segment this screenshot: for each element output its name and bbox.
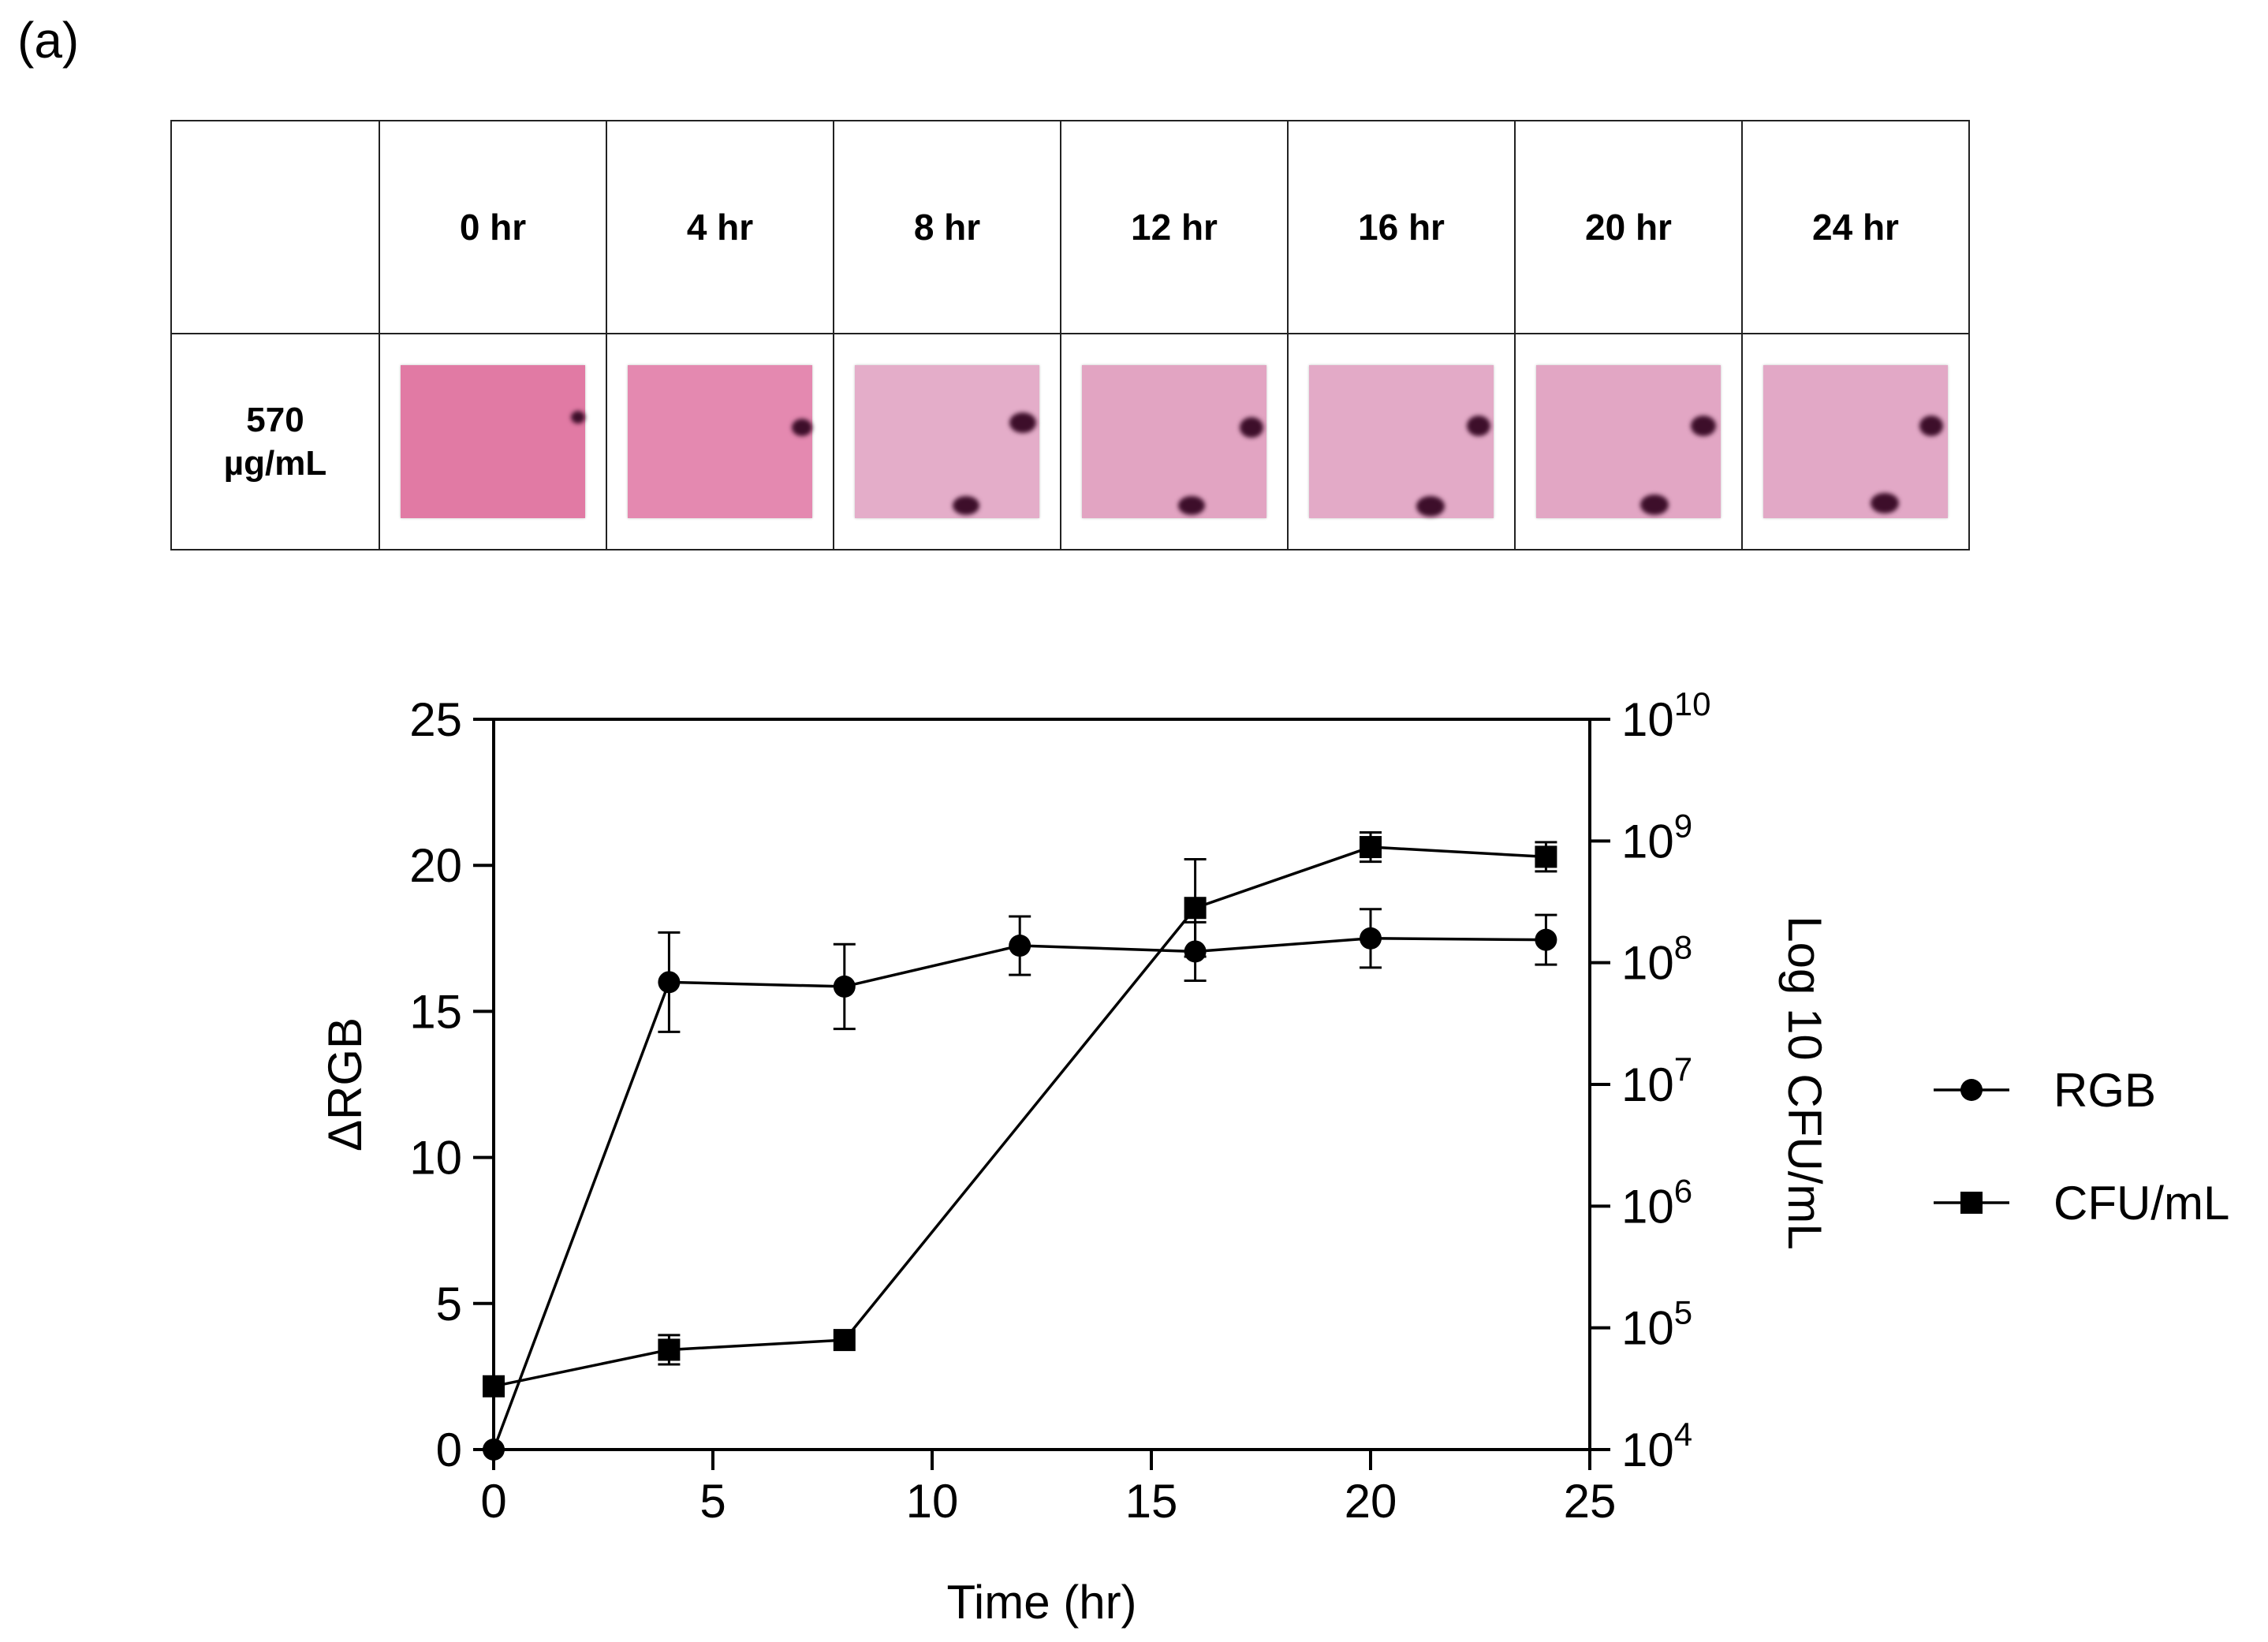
y-right-tick-label: 104	[1621, 1416, 1692, 1476]
swatch-cell-12hr	[1060, 333, 1289, 550]
x-tick-label: 0	[480, 1475, 506, 1528]
legend-rgb-marker	[1960, 1079, 1983, 1101]
time-label-8hr: 8 hr	[833, 120, 1061, 334]
y-right-tick-label: 1010	[1621, 685, 1710, 746]
y-left-tick-label: 0	[436, 1424, 462, 1476]
swatch-cell-20hr	[1514, 333, 1743, 550]
y-right-tick-label: 107	[1621, 1051, 1692, 1111]
cfu-point	[1360, 836, 1382, 859]
y-left-tick-label: 10	[409, 1132, 462, 1185]
cfu-series-line	[493, 845, 1546, 1388]
time-header-row: 0 hr 4 hr 8 hr 12 hr 16 hr 20 hr 24 hr	[170, 120, 1970, 334]
concentration-label: 570 µg/mL	[223, 401, 327, 483]
x-tick-label: 5	[699, 1475, 726, 1528]
legend: RGB CFU/mL	[1934, 1064, 2229, 1230]
swatch-0hr	[401, 365, 585, 518]
swatch-cell-4hr	[606, 333, 834, 550]
corner-cell	[170, 120, 380, 334]
x-axis-label: Time (hr)	[946, 1576, 1136, 1629]
time-label-16hr: 16 hr	[1287, 120, 1516, 334]
swatch-20hr	[1536, 365, 1721, 518]
concentration-cell: 570 µg/mL	[170, 333, 380, 550]
rgb-point	[483, 1439, 505, 1461]
x-tick-label: 15	[1125, 1475, 1178, 1528]
rgb-point	[1009, 935, 1031, 957]
swatch-row: 570 µg/mL	[170, 333, 1970, 550]
y-left-tick-label: 5	[436, 1278, 462, 1330]
y-right-tick-label: 105	[1621, 1294, 1692, 1355]
swatch-16hr	[1309, 365, 1494, 518]
legend-cfu-label: CFU/mL	[2054, 1177, 2229, 1230]
cfu-point	[1184, 897, 1207, 920]
cfu-point	[483, 1375, 505, 1398]
legend-cfu-marker	[1960, 1192, 1983, 1214]
panel-label: (a)	[17, 12, 80, 69]
y-left-tick-label: 15	[409, 985, 462, 1038]
rgb-point	[658, 971, 681, 994]
x-tick-label: 20	[1345, 1475, 1397, 1528]
time-label-12hr: 12 hr	[1060, 120, 1289, 334]
swatch-24hr	[1763, 365, 1948, 518]
rgb-point	[1360, 927, 1382, 950]
swatch-cell-16hr	[1287, 333, 1516, 550]
swatch-8hr	[855, 365, 1039, 518]
y-right-axis-label: Log 10 CFU/mL	[1778, 916, 1831, 1250]
swatch-4hr	[628, 365, 812, 518]
legend-rgb-label: RGB	[2054, 1064, 2156, 1117]
y-right-tick-label: 109	[1621, 807, 1692, 868]
y-right-tick-label: 108	[1621, 929, 1692, 990]
cfu-point	[1535, 845, 1557, 868]
time-label-0hr: 0 hr	[379, 120, 607, 334]
colorimetric-strip-table: 0 hr 4 hr 8 hr 12 hr 16 hr 20 hr 24 hr 5…	[170, 120, 1970, 550]
rgb-point	[833, 975, 856, 998]
swatch-12hr	[1082, 365, 1266, 518]
swatch-cell-24hr	[1741, 333, 1970, 550]
y-right-tick-label: 106	[1621, 1172, 1692, 1233]
cfu-point	[658, 1338, 681, 1361]
rgb-point	[1535, 928, 1557, 951]
y-left-tick-label: 20	[409, 839, 462, 892]
swatch-cell-8hr	[833, 333, 1061, 550]
time-label-4hr: 4 hr	[606, 120, 834, 334]
y-left-axis-label: ΔRGB	[319, 1017, 371, 1151]
cfu-point	[833, 1329, 856, 1352]
x-tick-label: 25	[1564, 1475, 1617, 1528]
y-left-tick-label: 25	[409, 693, 462, 746]
x-tick-label: 10	[906, 1475, 959, 1528]
rgb-series-line	[492, 937, 1546, 1450]
time-label-20hr: 20 hr	[1514, 120, 1743, 334]
swatch-cell-0hr	[379, 333, 607, 550]
time-label-24hr: 24 hr	[1741, 120, 1970, 334]
